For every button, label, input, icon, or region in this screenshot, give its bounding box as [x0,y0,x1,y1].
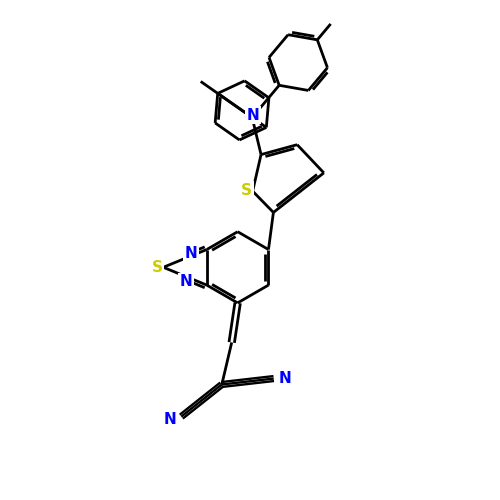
Text: N: N [184,246,198,260]
Text: N: N [247,108,260,122]
Text: S: S [241,182,252,198]
Text: S: S [152,260,163,275]
Text: N: N [164,412,177,426]
Text: N: N [278,371,291,386]
Text: N: N [180,274,192,289]
